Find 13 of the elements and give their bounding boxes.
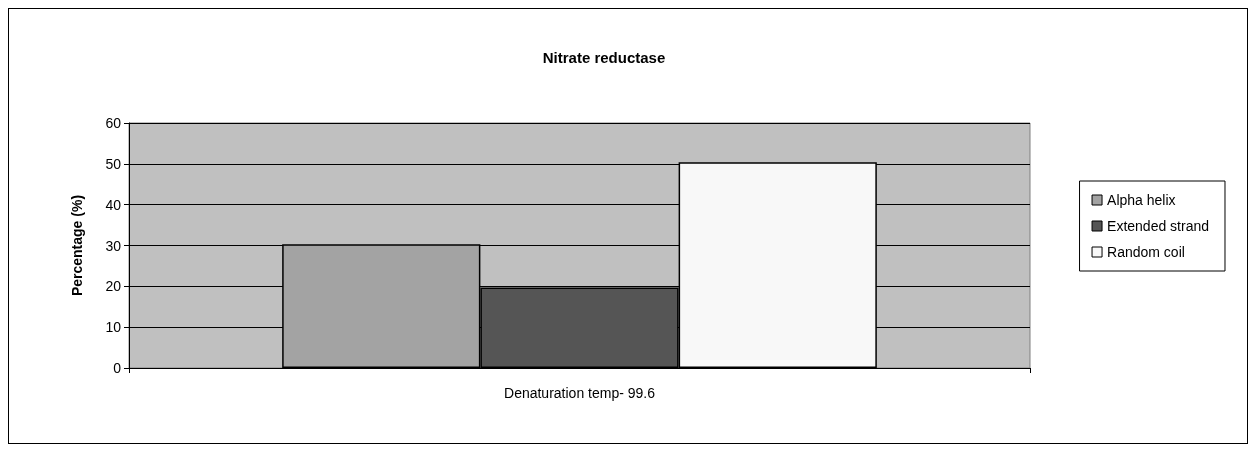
x-tick-label: Denaturation temp- 99.6: [504, 385, 656, 401]
y-tick-label: 0: [113, 360, 122, 376]
y-tick-label: 50: [105, 155, 122, 172]
y-tick-label: 30: [105, 237, 122, 254]
y-tick-label: 10: [105, 319, 122, 336]
y-tick-label: 60: [105, 115, 122, 131]
legend-label: Alpha helix: [1107, 192, 1176, 208]
y-tick-label: 40: [105, 196, 122, 213]
y-axis-title: Percentage (%): [69, 194, 85, 297]
legend-label: Extended strand: [1107, 218, 1210, 234]
chart-title: Nitrate reductase: [542, 49, 666, 66]
legend-label: Random coil: [1107, 244, 1185, 260]
y-tick-label: 20: [105, 278, 122, 295]
